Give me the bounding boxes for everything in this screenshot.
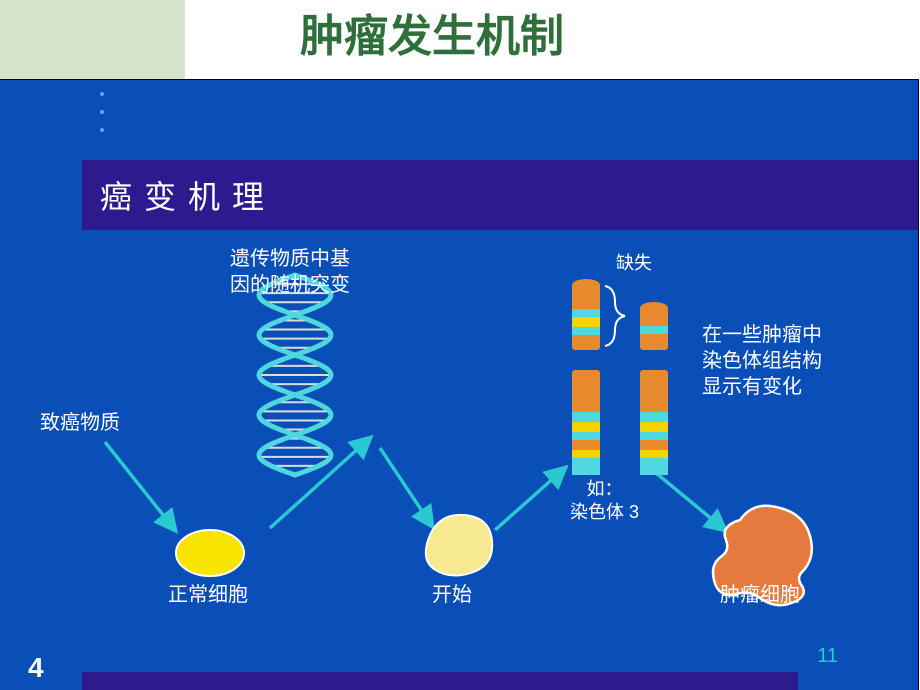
inner-page-number: 11 [817,645,838,668]
arrow [380,448,432,526]
arrow [270,438,370,528]
chromosomes-group [572,279,668,475]
label-chrom-eg: 如： 染色体 3 [570,478,639,525]
label-deletion: 缺失 [616,252,652,275]
arrow [650,468,725,530]
normal-cell-shape [176,530,244,576]
label-carcinogen: 致癌物质 [40,410,120,436]
label-normal-cell: 正常细胞 [168,582,248,608]
dna-helix [259,275,331,475]
deletion-brace [605,286,625,346]
inner-slide: 癌变机理 致癌物质 正常细胞 开始 肿瘤细胞 [0,80,918,690]
top-accent [0,0,185,80]
label-start: 开始 [432,582,472,608]
label-mutation: 遗传物质中基 因的随机突变 [230,246,350,298]
arrow [495,468,565,530]
page-title: 肿瘤发生机制 [300,0,564,64]
label-chrom-note: 在一些肿瘤中 染色体组结构 显示有变化 [702,322,822,400]
outer-page-number: 4 [28,652,44,684]
label-tumor-cell: 肿瘤细胞 [720,582,800,608]
start-cell-shape [426,515,492,576]
bottom-bar [82,672,798,690]
arrow [105,442,175,530]
